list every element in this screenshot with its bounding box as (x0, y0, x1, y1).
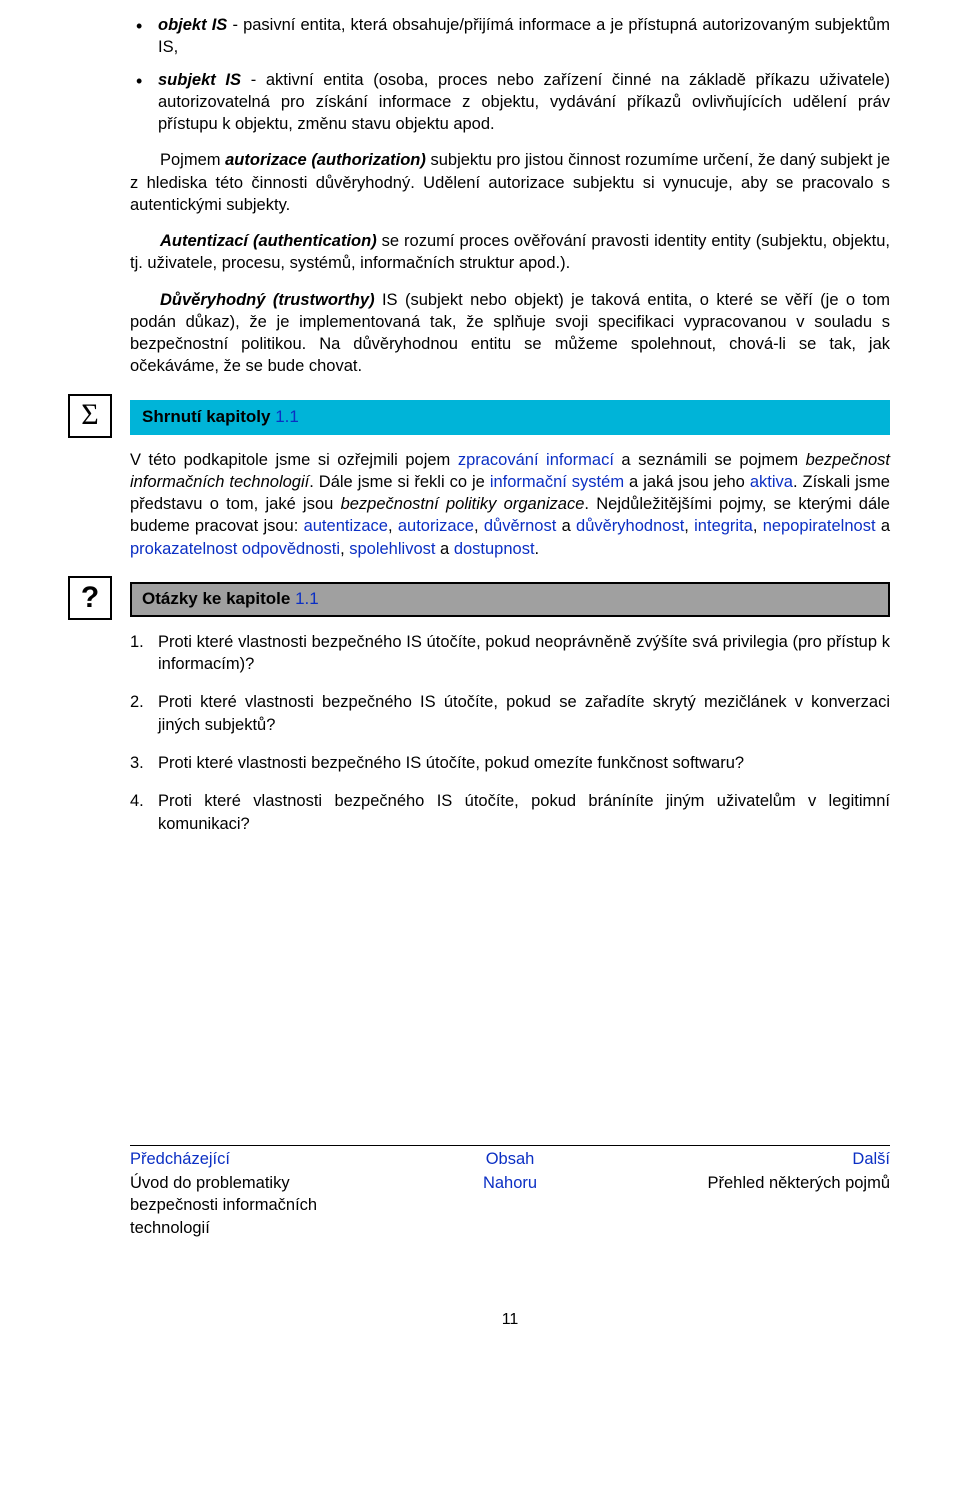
bullet-item-objekt: objekt IS - pasivní entita, která obsahu… (130, 14, 890, 59)
text: V této podkapitole jsme si ozřejmili poj… (130, 451, 458, 469)
term-trustworthy: Důvěryhodný (trustworthy) (160, 291, 375, 309)
italic-text: b (806, 451, 815, 469)
toc-link[interactable]: Obsah (486, 1150, 535, 1168)
link-autorizace[interactable]: autorizace (398, 517, 474, 535)
questions-list: 1. Proti které vlastnosti bezpečného IS … (130, 631, 890, 835)
text: a (556, 517, 576, 535)
link-nepopiratelnost[interactable]: nepopiratelnost (763, 517, 876, 535)
term-autentizace: Autentizací (authentication) (160, 232, 377, 250)
link-zpracovani[interactable]: zpracování informací (458, 451, 614, 469)
questions-bar: Otázky ke kapitole 1.1 (130, 582, 890, 617)
text: a (435, 540, 453, 558)
bullet-item-subjekt: subjekt IS - aktivní entita (osoba, proc… (130, 69, 890, 136)
list-number: 1. (130, 631, 144, 653)
para-trustworthy: Důvěryhodný (trustworthy) IS (subjekt ne… (130, 289, 890, 378)
link-duvernost[interactable]: důvěrnost (484, 517, 556, 535)
summary-title: Shrnutí kapitoly (142, 407, 275, 426)
link-integrita[interactable]: integrita (694, 517, 753, 535)
sigma-glyph: Σ (81, 395, 98, 436)
question-text: Proti které vlastnosti bezpečného IS úto… (158, 754, 744, 772)
question-item: 4. Proti které vlastnosti bezpečného IS … (130, 790, 890, 835)
next-link[interactable]: Další (852, 1150, 890, 1168)
bullet-text: - aktivní entita (osoba, proces nebo zař… (158, 71, 890, 134)
link-prokazatelnost[interactable]: prokazatelnost odpovědnosti (130, 540, 340, 558)
text: a (876, 517, 890, 535)
summary-bar: Shrnutí kapitoly 1.1 (130, 400, 890, 435)
sigma-icon: Σ (68, 394, 112, 438)
questions-header-row: ? Otázky ke kapitole 1.1 (130, 582, 890, 617)
next-text: Přehled některých pojmů (708, 1174, 891, 1192)
text: a jaká jsou jeho (624, 473, 750, 491)
text: . (535, 540, 540, 558)
qmark-glyph: ? (81, 578, 99, 619)
question-item: 1. Proti které vlastnosti bezpečného IS … (130, 631, 890, 676)
text: a seznámili se pojmem (614, 451, 806, 469)
text: . Dále jsme si řekli co je (309, 473, 490, 491)
term-objekt-is: objekt IS (158, 16, 227, 34)
text: , (474, 517, 484, 535)
italic-text: ezpečnostní politiky organizace (350, 495, 585, 513)
italic-text: b (341, 495, 350, 513)
link-dostupnost[interactable]: dostupnost (454, 540, 535, 558)
text: , (753, 517, 763, 535)
link-aktiva[interactable]: aktiva (750, 473, 793, 491)
term-autorizace: autorizace (authorization) (225, 151, 426, 169)
prev-text: Úvod do problematiky bezpečnosti informa… (130, 1174, 317, 1237)
summary-chapter-link[interactable]: 1.1 (275, 407, 299, 426)
question-text: Proti které vlastnosti bezpečného IS úto… (158, 792, 890, 832)
question-item: 2. Proti které vlastnosti bezpečného IS … (130, 691, 890, 736)
page-number: 11 (130, 1309, 890, 1331)
para-autentizace: Autentizací (authentication) se rozumí p… (130, 230, 890, 275)
para-autorizace: Pojmem autorizace (authorization) subjek… (130, 149, 890, 216)
summary-paragraph: V této podkapitole jsme si ozřejmili poj… (130, 449, 890, 560)
list-number: 3. (130, 752, 144, 774)
text: Pojmem (160, 151, 225, 169)
text: , (340, 540, 349, 558)
questions-title: Otázky ke kapitole (142, 589, 295, 608)
question-mark-icon: ? (68, 576, 112, 620)
up-link[interactable]: Nahoru (483, 1174, 537, 1192)
text: , (684, 517, 694, 535)
question-text: Proti které vlastnosti bezpečného IS úto… (158, 693, 890, 733)
prev-link[interactable]: Předcházející (130, 1150, 230, 1168)
footer-separator (130, 1145, 890, 1146)
term-subjekt-is: subjekt IS (158, 71, 241, 89)
question-text: Proti které vlastnosti bezpečného IS úto… (158, 633, 890, 673)
question-item: 3. Proti které vlastnosti bezpečného IS … (130, 752, 890, 774)
footer-nav: Předcházející Obsah Další Úvod do proble… (130, 1145, 890, 1331)
bullet-text: - pasivní entita, která obsahuje/přijímá… (158, 16, 890, 56)
list-number: 4. (130, 790, 144, 812)
link-spolehlivost[interactable]: spolehlivost (349, 540, 435, 558)
list-number: 2. (130, 691, 144, 713)
summary-header-row: Σ Shrnutí kapitoly 1.1 (130, 400, 890, 435)
link-is[interactable]: informační systém (490, 473, 624, 491)
link-duveryhodnost[interactable]: důvěryhodnost (576, 517, 684, 535)
text: , (388, 517, 398, 535)
main-content: objekt IS - pasivní entita, která obsahu… (130, 14, 890, 835)
questions-chapter-link[interactable]: 1.1 (295, 589, 319, 608)
link-autentizace[interactable]: autentizace (304, 517, 388, 535)
